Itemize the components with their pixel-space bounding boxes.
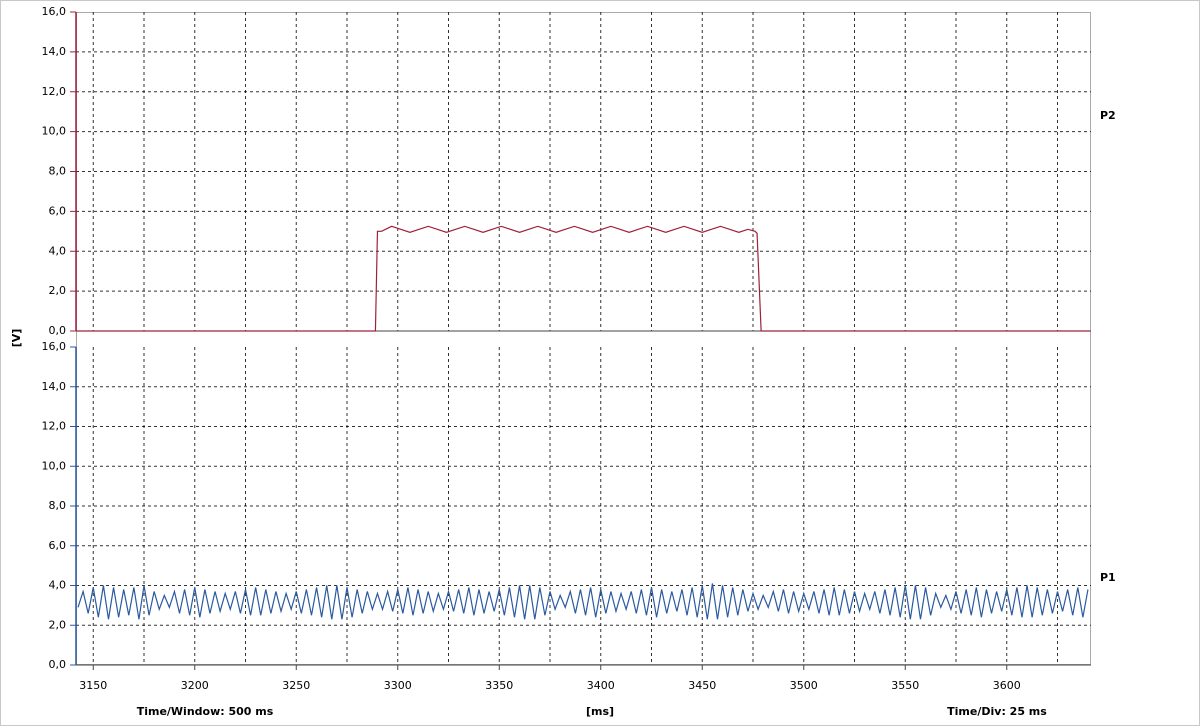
- x-tick-label: 3250: [282, 679, 310, 692]
- x-tick-label: 3450: [688, 679, 716, 692]
- y-tick-label: 10,0: [42, 125, 67, 138]
- y-tick-label: 12,0: [42, 85, 67, 98]
- y-tick-label: 6,0: [49, 204, 67, 217]
- y-tick-label: 10,0: [42, 459, 67, 472]
- y-tick-label: 2,0: [49, 618, 67, 631]
- y-tick-label: 12,0: [42, 420, 67, 433]
- y-tick-label: 6,0: [49, 539, 67, 552]
- x-tick-label: 3350: [485, 679, 513, 692]
- x-tick-label: 3600: [993, 679, 1021, 692]
- series-label: P1: [1100, 571, 1116, 584]
- x-axis-label: [ms]: [586, 705, 614, 718]
- y-tick-label: 0,0: [49, 324, 67, 337]
- y-axis-label: [V]: [10, 329, 23, 348]
- y-tick-label: 14,0: [42, 380, 67, 393]
- series-label: P2: [1100, 109, 1116, 122]
- time-window: Time/Window: 500 ms: [137, 705, 274, 718]
- x-tick-label: 3550: [891, 679, 919, 692]
- y-tick-label: 16,0: [42, 5, 67, 18]
- x-tick-label: 3150: [79, 679, 107, 692]
- y-tick-label: 2,0: [49, 284, 67, 297]
- series-line: [77, 583, 1089, 620]
- x-tick-label: 3300: [384, 679, 412, 692]
- y-tick-label: 0,0: [49, 658, 67, 671]
- y-tick-label: 8,0: [49, 499, 67, 512]
- y-tick-label: 8,0: [49, 165, 67, 178]
- x-tick-label: 3400: [587, 679, 615, 692]
- series-line: [77, 225, 1090, 332]
- y-tick-label: 4,0: [49, 244, 67, 257]
- y-tick-label: 4,0: [49, 579, 67, 592]
- y-tick-label: 14,0: [42, 45, 67, 58]
- y-tick-label: 16,0: [42, 340, 67, 353]
- x-tick-label: 3200: [181, 679, 209, 692]
- x-tick-label: 3500: [790, 679, 818, 692]
- time-div: Time/Div: 25 ms: [947, 705, 1047, 718]
